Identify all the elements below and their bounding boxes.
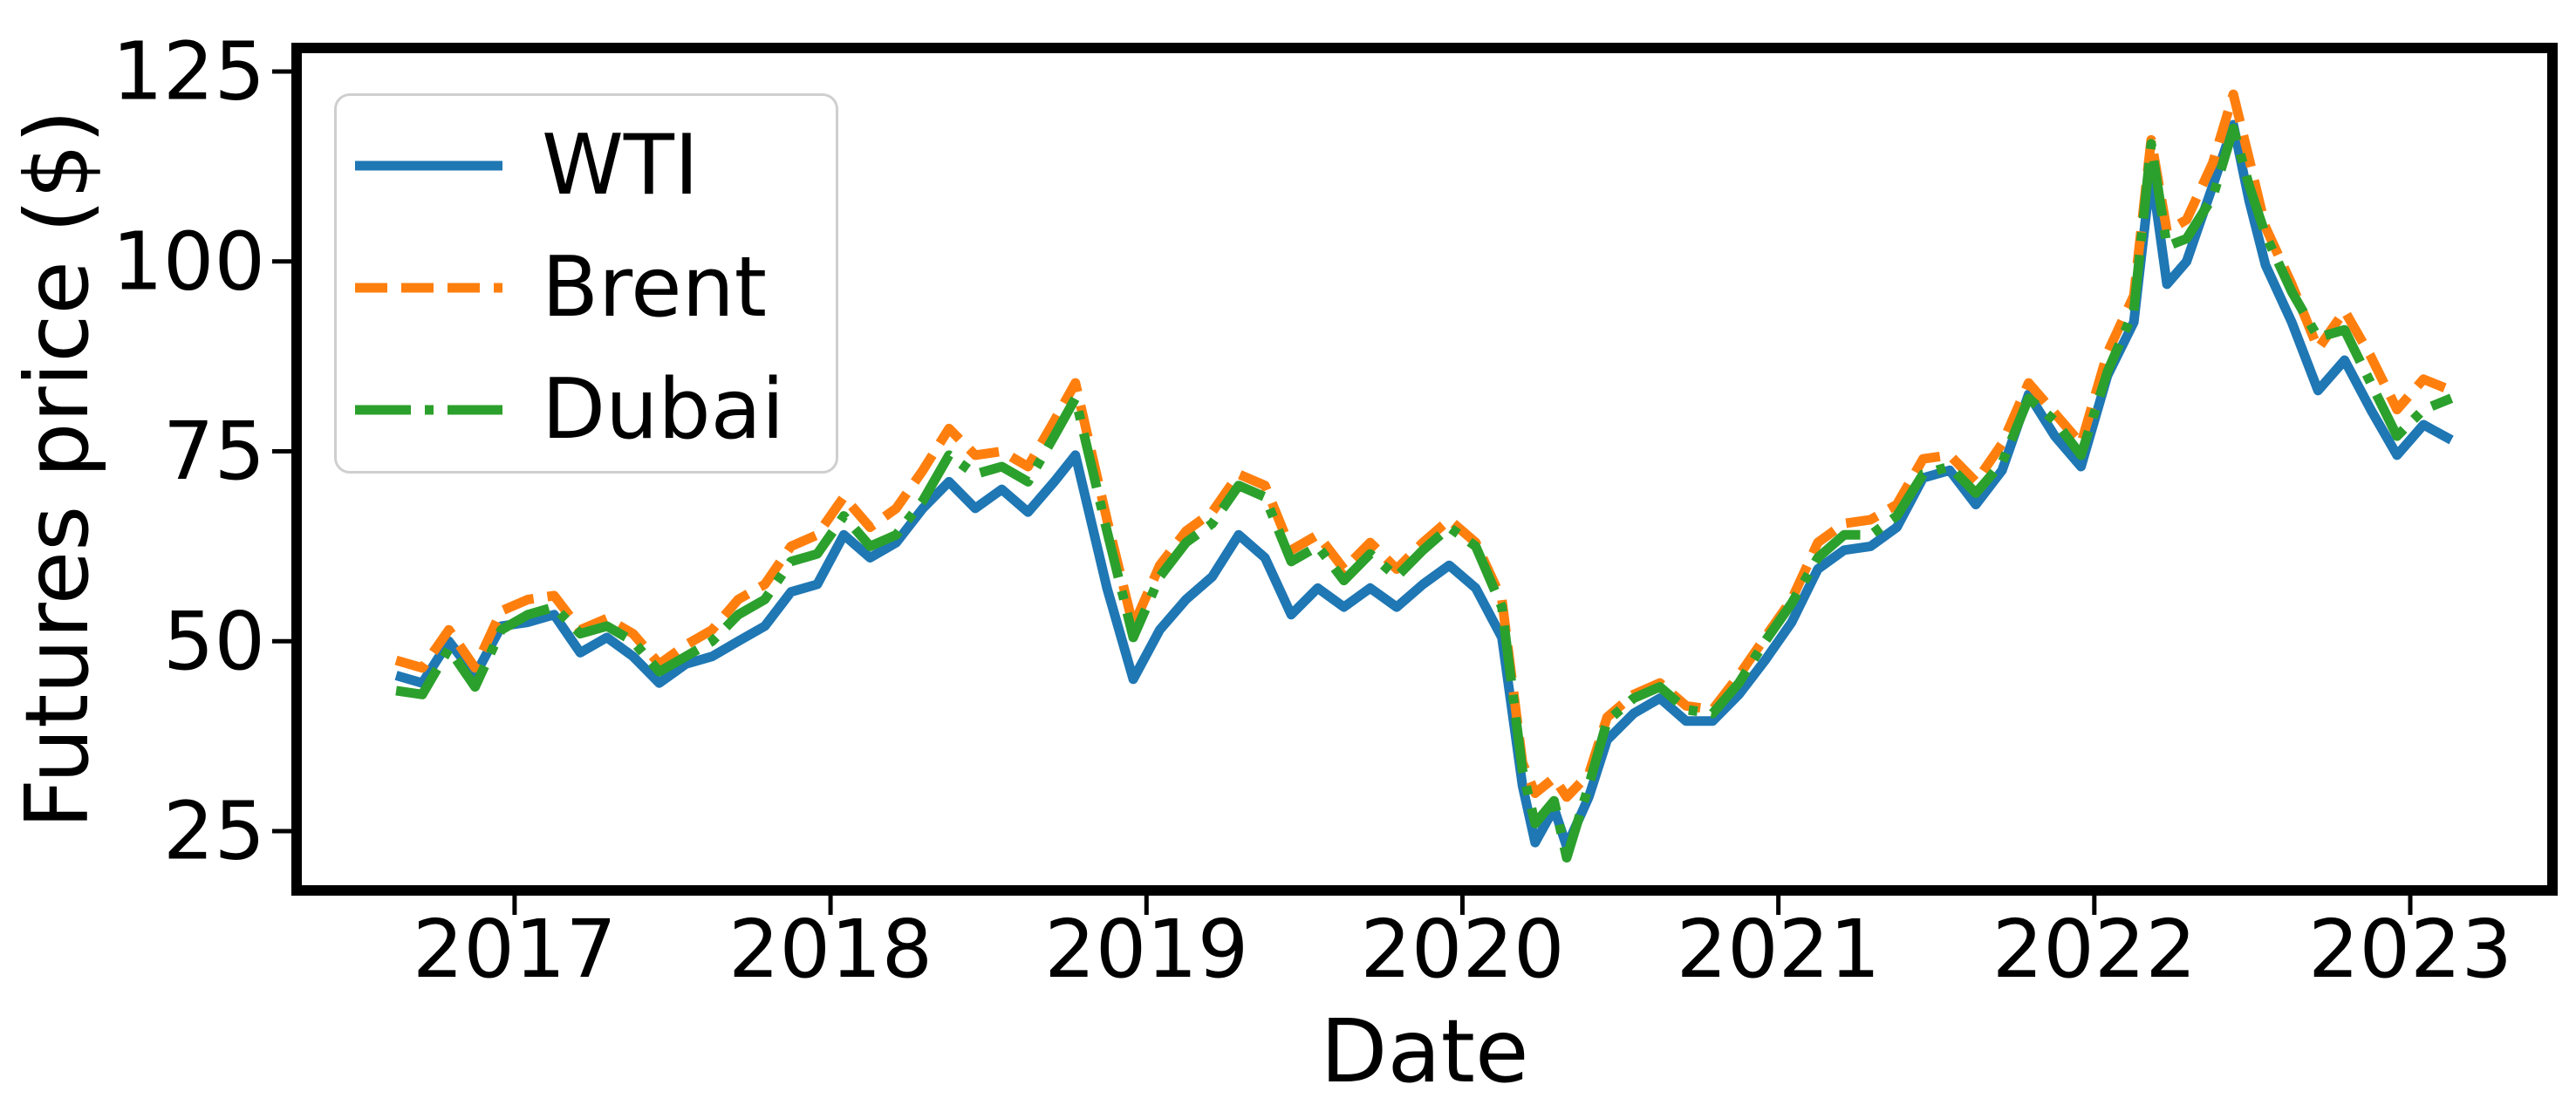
x-tick-label: 2017: [413, 903, 617, 996]
plot-area-border: [291, 43, 2558, 896]
y-tick-label: 100: [112, 215, 265, 308]
plot-layer: 2017 2018 2019 2020 2021 2022 2023 25 50 75 100 125: [112, 25, 2558, 996]
x-tick-label: 2019: [1044, 903, 1248, 996]
legend-label-brent: Brent: [542, 239, 768, 336]
legend-label-wti: WTI: [542, 117, 699, 214]
x-axis-label: Date: [1320, 1000, 1528, 1098]
y-axis-label: Futures price ($): [6, 110, 108, 829]
y-tick-label: 75: [163, 405, 265, 498]
legend-entry-dubai: Dubai: [352, 349, 836, 471]
legend-label-dubai: Dubai: [542, 361, 785, 458]
y-tick-label: 125: [112, 25, 265, 119]
legend-entry-wti: WTI: [352, 105, 836, 227]
series-line-dubai: [395, 123, 2454, 863]
x-tick-label: 2022: [1992, 903, 2197, 996]
x-tick-label: 2020: [1360, 903, 1564, 996]
legend: WTI Brent Dubai: [334, 93, 838, 474]
dubai-line-sample-icon: [355, 405, 502, 415]
x-tick-label: 2021: [1677, 903, 1881, 996]
wti-line-sample-icon: [355, 160, 502, 171]
x-tick-label: 2018: [728, 903, 933, 996]
y-tick-label: 50: [163, 595, 265, 688]
legend-entry-brent: Brent: [352, 227, 836, 349]
y-tick-label: 25: [163, 785, 265, 878]
brent-line-sample-icon: [355, 283, 502, 293]
x-tick-label: 2023: [2308, 903, 2512, 996]
